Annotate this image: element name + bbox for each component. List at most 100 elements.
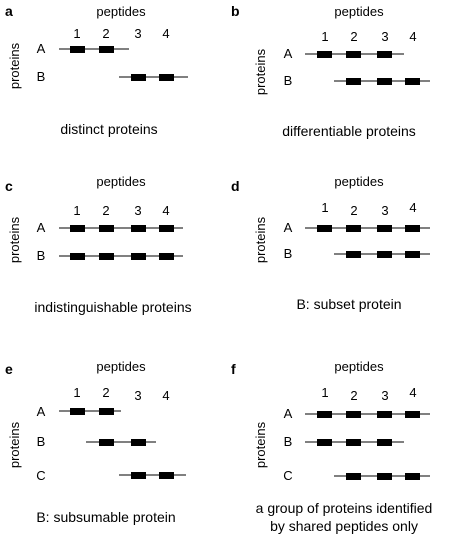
protein-label: B	[284, 73, 293, 88]
peptide-marker	[99, 439, 114, 446]
panel-caption: B: subset protein	[296, 296, 401, 312]
peptide-marker	[377, 411, 392, 418]
peptide-marker	[317, 51, 332, 58]
peptide-number: 4	[162, 388, 169, 403]
panel-caption: by shared peptides only	[270, 518, 418, 534]
panel-b: b peptides 1 2 3 4 proteins A B differen…	[231, 3, 430, 139]
peptide-number: 1	[321, 29, 328, 44]
peptide-marker	[70, 408, 85, 415]
peptide-number: 2	[350, 388, 357, 403]
peptide-number: 2	[350, 203, 357, 218]
protein-label: B	[37, 248, 46, 263]
peptide-marker	[346, 51, 361, 58]
panel-letter: b	[231, 3, 240, 19]
peptide-number: 3	[134, 26, 141, 41]
peptide-number: 4	[409, 385, 416, 400]
protein-label: B	[284, 246, 293, 261]
peptide-marker	[159, 253, 174, 260]
panel-d: d peptides 1 2 3 4 proteins A B B: subse…	[231, 174, 430, 312]
peptide-number: 3	[381, 203, 388, 218]
peptide-marker	[377, 51, 392, 58]
peptide-marker	[377, 78, 392, 85]
protein-label: A	[37, 41, 46, 56]
peptide-marker	[346, 411, 361, 418]
peptides-title: peptides	[96, 4, 146, 19]
protein-label: B	[284, 434, 293, 449]
peptide-number: 2	[102, 26, 109, 41]
peptide-marker	[131, 253, 146, 260]
peptide-marker	[99, 225, 114, 232]
protein-label: B	[37, 69, 46, 84]
protein-label: A	[284, 406, 293, 421]
peptide-marker	[70, 253, 85, 260]
peptides-title: peptides	[96, 174, 146, 189]
peptide-marker	[377, 439, 392, 446]
panel-caption: distinct proteins	[60, 121, 157, 137]
peptide-number: 3	[134, 388, 141, 403]
panel-letter: f	[231, 361, 236, 377]
peptide-marker	[346, 225, 361, 232]
panel-a: a peptides 1 2 3 4 proteins A B distinct…	[5, 3, 188, 137]
peptide-marker	[377, 225, 392, 232]
panel-letter: c	[5, 178, 13, 194]
peptide-marker	[346, 473, 361, 480]
peptide-number: 1	[321, 385, 328, 400]
panel-f: f peptides 1 2 3 4 proteins A B C a grou…	[231, 359, 432, 534]
peptide-marker	[377, 473, 392, 480]
protein-label: C	[283, 468, 292, 483]
peptide-marker	[405, 225, 420, 232]
proteins-axis-label: proteins	[253, 48, 268, 95]
peptide-marker	[131, 439, 146, 446]
protein-label: A	[284, 220, 293, 235]
peptides-title: peptides	[96, 359, 146, 374]
protein-label: A	[284, 46, 293, 61]
proteins-axis-label: proteins	[253, 216, 268, 263]
peptides-title: peptides	[334, 4, 384, 19]
peptide-marker	[317, 225, 332, 232]
peptide-number: 2	[102, 203, 109, 218]
peptide-marker	[405, 78, 420, 85]
peptide-number: 3	[381, 388, 388, 403]
peptide-marker	[99, 408, 114, 415]
peptides-title: peptides	[334, 174, 384, 189]
panel-caption: B: subsumable protein	[36, 509, 175, 525]
peptide-marker	[131, 472, 146, 479]
peptide-number: 4	[409, 29, 416, 44]
panel-letter: e	[5, 361, 13, 377]
peptide-marker	[405, 251, 420, 258]
panel-caption: differentiable proteins	[282, 123, 416, 139]
peptide-marker	[131, 225, 146, 232]
peptide-marker	[70, 46, 85, 53]
peptide-number: 4	[409, 200, 416, 215]
peptide-marker	[159, 472, 174, 479]
panel-c: c peptides 1 2 3 4 proteins A B indistin…	[5, 174, 192, 315]
peptide-marker	[377, 251, 392, 258]
panel-caption: a group of proteins identified	[256, 500, 433, 516]
proteins-axis-label: proteins	[253, 421, 268, 468]
peptide-number: 2	[102, 385, 109, 400]
peptide-number: 1	[73, 26, 80, 41]
peptide-marker	[346, 78, 361, 85]
peptide-number: 3	[134, 203, 141, 218]
protein-label: A	[37, 404, 46, 419]
peptide-marker	[131, 74, 146, 81]
peptide-marker	[70, 225, 85, 232]
proteins-axis-label: proteins	[7, 421, 22, 468]
peptide-marker	[346, 439, 361, 446]
peptide-marker	[159, 225, 174, 232]
peptide-marker	[405, 411, 420, 418]
panel-letter: a	[5, 3, 13, 19]
peptide-number: 4	[162, 26, 169, 41]
peptide-number: 1	[321, 200, 328, 215]
proteins-axis-label: proteins	[7, 42, 22, 89]
protein-label: B	[37, 434, 46, 449]
panel-caption: indistinguishable proteins	[34, 299, 191, 315]
peptide-marker	[317, 439, 332, 446]
peptide-marker	[159, 74, 174, 81]
peptides-title: peptides	[334, 359, 384, 374]
peptide-marker	[99, 46, 114, 53]
peptide-marker	[405, 473, 420, 480]
peptide-number: 4	[162, 203, 169, 218]
peptide-marker	[317, 411, 332, 418]
protein-label: C	[36, 468, 45, 483]
